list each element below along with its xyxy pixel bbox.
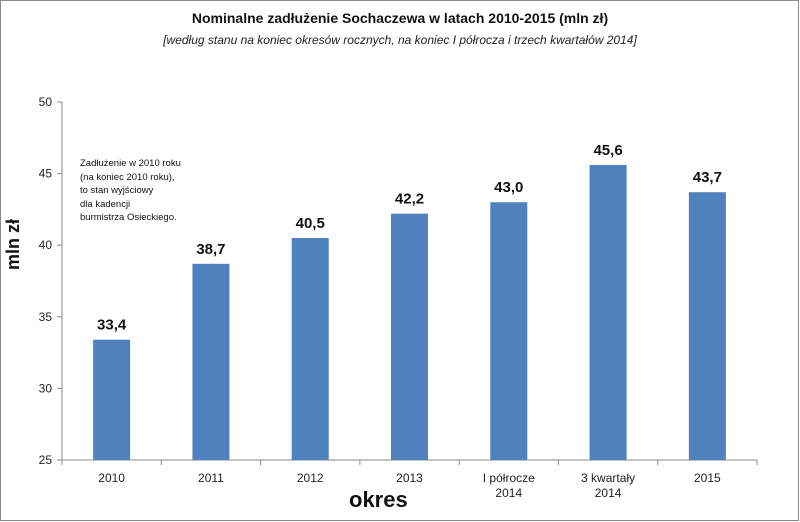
bar-value-label: 43,7 <box>693 169 722 186</box>
bar-value-label: 38,7 <box>196 241 225 258</box>
bar <box>192 263 230 460</box>
x-tick-label: 2012 <box>297 471 324 485</box>
annotation-line: burmistrza Osieckiego. <box>80 212 177 223</box>
x-tick-label: 2011 <box>198 471 224 485</box>
x-tick-label: 2015 <box>694 471 721 485</box>
x-axis-label: okres <box>349 487 408 512</box>
bar <box>688 192 726 460</box>
x-tick-label: 2010 <box>98 471 125 485</box>
x-tick-label: 3 kwartały <box>581 471 635 485</box>
annotation-line: Zadłużenie w 2010 roku <box>80 158 181 169</box>
annotation-line: dla kadencji <box>80 198 131 210</box>
bar <box>391 213 428 460</box>
y-tick-label: 50 <box>39 95 53 109</box>
bar-value-label: 45,6 <box>593 142 622 159</box>
bar-value-label: 43,0 <box>494 179 523 196</box>
y-tick-label: 30 <box>39 381 53 395</box>
chart-annotation: Zadłużenie w 2010 roku (na koniec 2010 ro… <box>80 157 181 225</box>
bar <box>93 339 131 460</box>
x-tick-label: 2014 <box>595 486 622 500</box>
bar <box>589 165 627 460</box>
y-tick-label: 25 <box>39 453 53 467</box>
y-tick-label: 40 <box>39 238 53 252</box>
bar-value-label: 40,5 <box>296 215 325 232</box>
y-tick-label: 45 <box>39 167 53 181</box>
chart-title: Nominalne zadłużenie Sochaczewa w latach… <box>191 10 609 26</box>
y-tick-label: 35 <box>39 310 53 324</box>
bar <box>291 238 329 460</box>
bar <box>490 202 528 461</box>
bar-value-label: 33,4 <box>97 317 127 334</box>
annotation-line: to stan wyjściowy <box>80 185 154 196</box>
bar-value-label: 42,2 <box>395 191 424 208</box>
annotation-line: (na koniec 2010 roku), <box>80 171 175 183</box>
x-tick-label: 2014 <box>495 486 522 500</box>
chart-subtitle: [według stanu na koniec okresów rocznych… <box>163 33 637 47</box>
x-tick-label: 2013 <box>396 471 423 485</box>
x-tick-label: I półrocze <box>483 471 535 485</box>
